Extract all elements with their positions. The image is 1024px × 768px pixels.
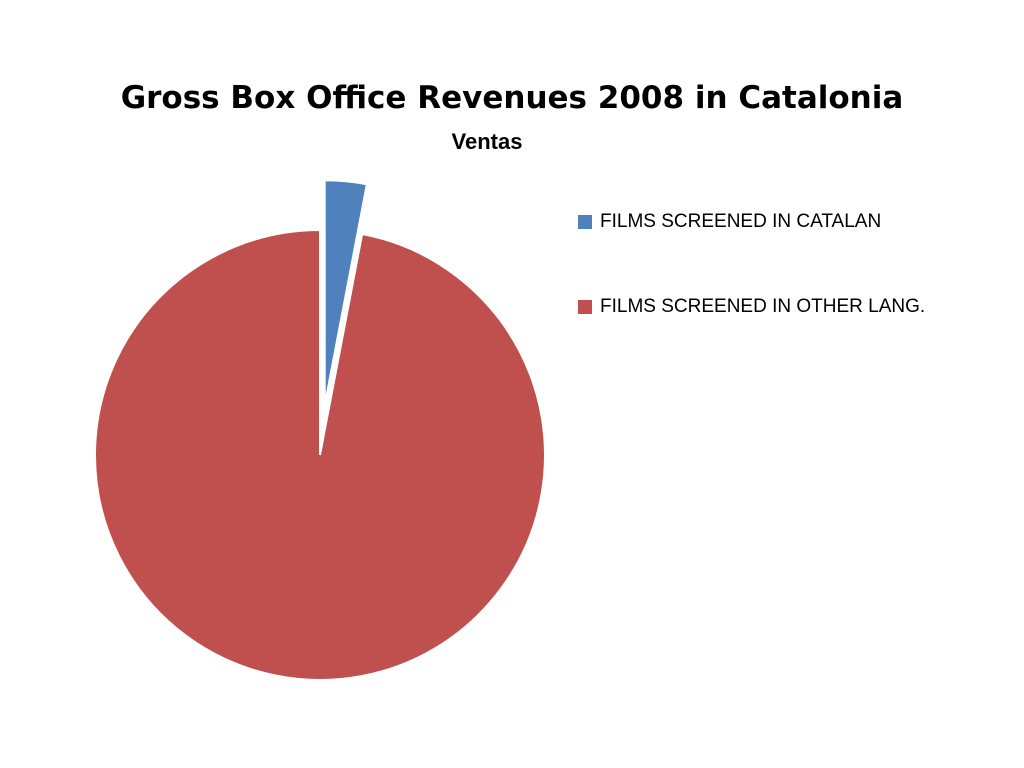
legend-swatch [578,300,592,314]
chart-title: Gross Box Office Revenues 2008 in Catalo… [121,80,904,116]
legend-label: FILMS SCREENED IN CATALAN [600,211,881,232]
chart-subtitle: Ventas [452,129,523,154]
legend-label: FILMS SCREENED IN OTHER LANG. [600,296,925,317]
pie-slice [94,228,547,681]
pie-slice [323,179,369,406]
legend-swatch [578,215,592,229]
